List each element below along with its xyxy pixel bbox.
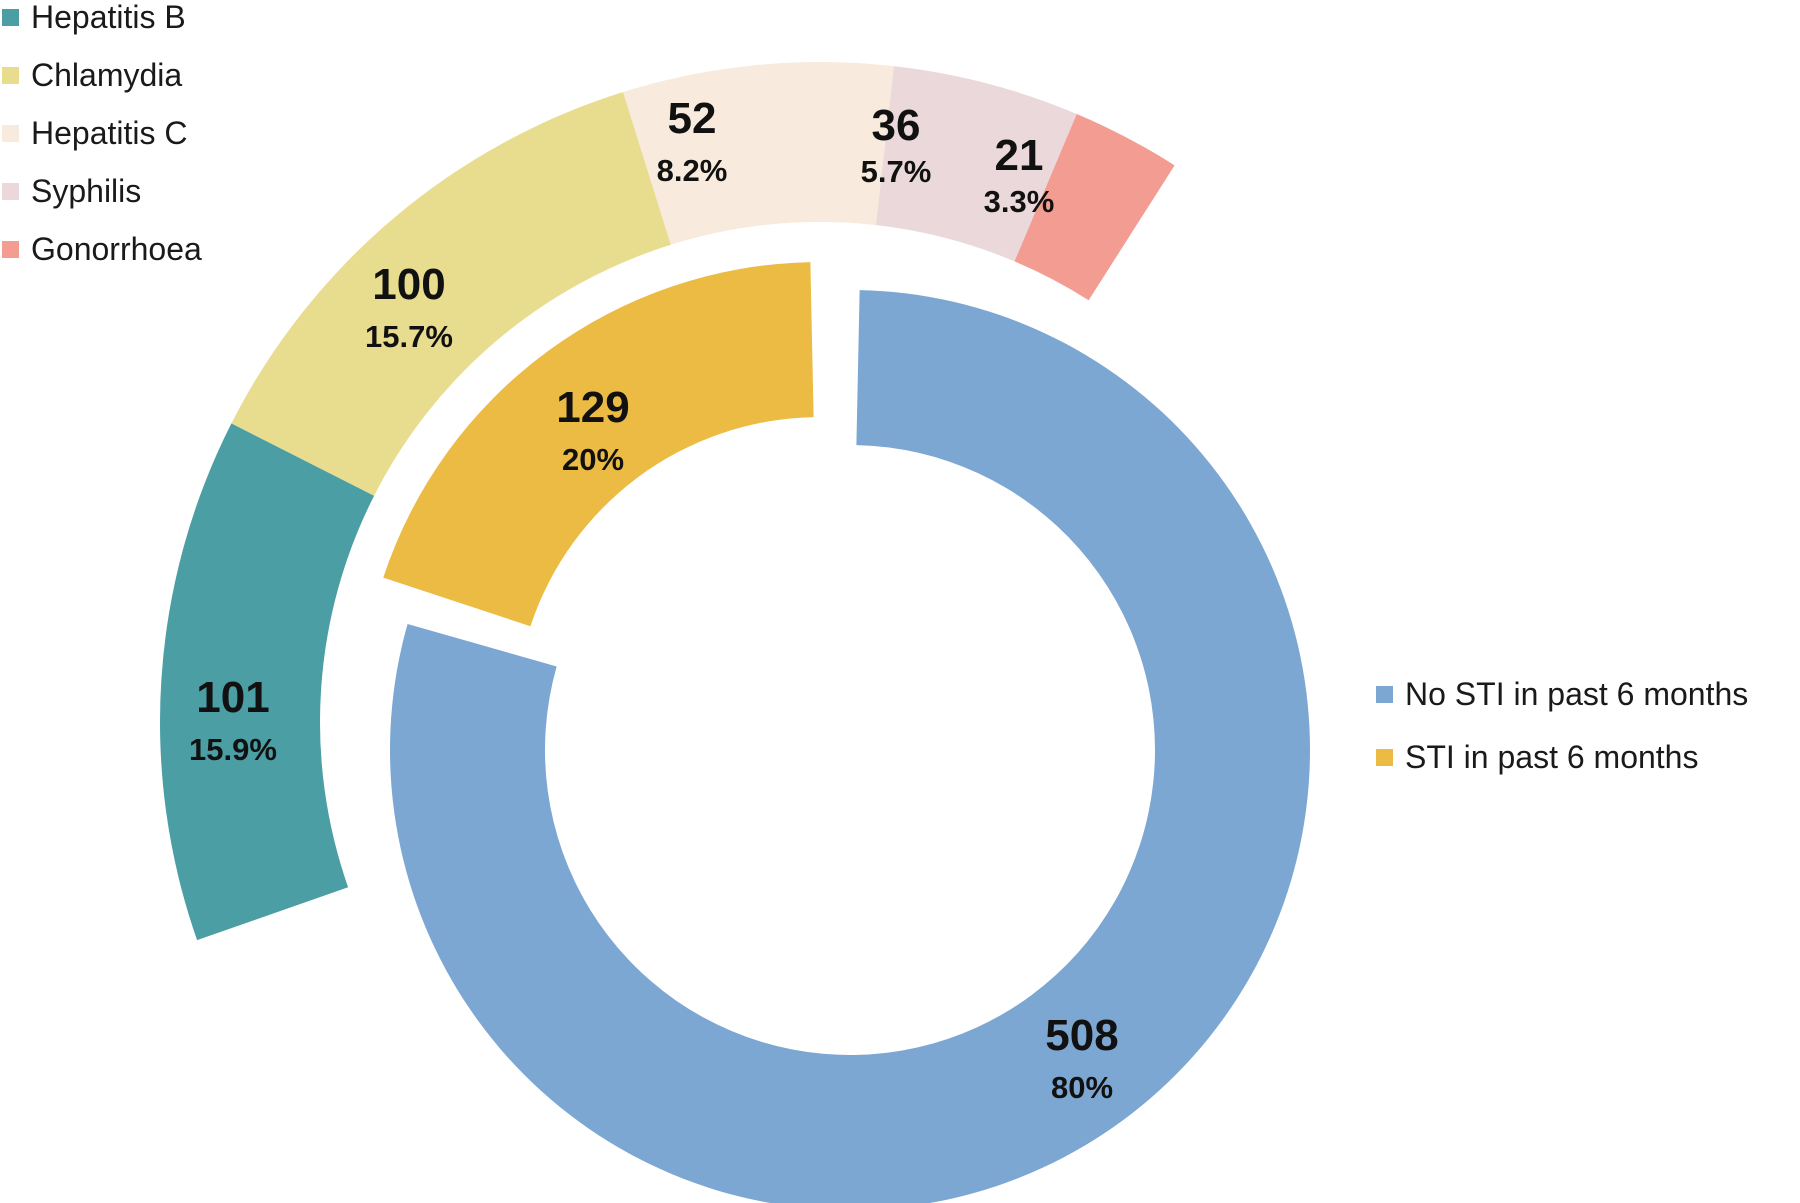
legend-label: Syphilis: [31, 172, 142, 209]
legend-label: Chlamydia: [31, 56, 183, 93]
percent-label-gonorrhoea: 3.3%: [984, 184, 1055, 219]
legend-item-gonorrhoea: Gonorrhoea: [2, 220, 202, 278]
legend-item-hepatitis-c: Hepatitis C: [2, 104, 202, 162]
value-label-chlamydia: 100: [372, 260, 445, 309]
percent-label-hepatitis-c: 8.2%: [657, 153, 728, 188]
slice-hepatitis-c: [623, 62, 894, 245]
inner-ring: [383, 262, 1310, 1203]
legend-label: Gonorrhoea: [31, 230, 202, 267]
value-label-sti-in-past-6-months: 129: [556, 383, 629, 432]
value-label-hepatitis-b: 101: [196, 673, 269, 722]
legend-label: No STI in past 6 months: [1405, 676, 1749, 712]
slice-no-sti-in-past-6-months: [390, 290, 1310, 1203]
legend-label: Hepatitis C: [31, 114, 188, 151]
percent-label-hepatitis-b: 15.9%: [189, 732, 277, 767]
legend-item-syphilis: Syphilis: [2, 162, 202, 220]
legend-swatch: [2, 124, 19, 142]
percent-label-no-sti-in-past-6-months: 80%: [1051, 1070, 1113, 1105]
legend-item-sti-in-past-6-months: STI in past 6 months: [1376, 726, 1748, 789]
slice-syphilis: [875, 66, 1077, 262]
legend-sti-types: Hepatitis B Chlamydia Hepatitis C Syphilis G…: [2, 0, 202, 278]
data-labels: 508 80% 129 20% 101 15.9% 100 15.7% 52 8.2% 36 5.7%…: [189, 94, 1119, 1105]
slice-chlamydia: [231, 92, 671, 496]
legend-swatch: [2, 66, 19, 84]
legend-sti-status: No STI in past 6 months STI in past 6 mon…: [1376, 663, 1748, 789]
legend-swatch: [1376, 749, 1393, 766]
legend-item-hepatitis-b: Hepatitis B: [2, 0, 202, 46]
value-label-hepatitis-c: 52: [668, 94, 717, 143]
slice-sti-in-past-6-months: [383, 262, 814, 627]
percent-label-sti-in-past-6-months: 20%: [562, 442, 624, 477]
percent-label-chlamydia: 15.7%: [365, 319, 453, 354]
legend-swatch: [2, 240, 19, 258]
legend-label: STI in past 6 months: [1405, 739, 1699, 775]
legend-swatch: [2, 8, 19, 26]
legend-item-no-sti-in-past-6-months: No STI in past 6 months: [1376, 663, 1748, 726]
slice-hepatitis-b: [159, 423, 375, 941]
outer-ring: [159, 62, 1175, 941]
value-label-syphilis: 36: [872, 101, 921, 150]
legend-swatch: [1376, 686, 1393, 703]
value-label-no-sti-in-past-6-months: 508: [1045, 1011, 1118, 1060]
legend-item-chlamydia: Chlamydia: [2, 46, 202, 104]
legend-label: Hepatitis B: [31, 0, 186, 35]
slice-gonorrhoea: [1014, 113, 1175, 301]
percent-label-syphilis: 5.7%: [861, 154, 932, 189]
value-label-gonorrhoea: 21: [995, 131, 1044, 180]
legend-swatch: [2, 182, 19, 200]
